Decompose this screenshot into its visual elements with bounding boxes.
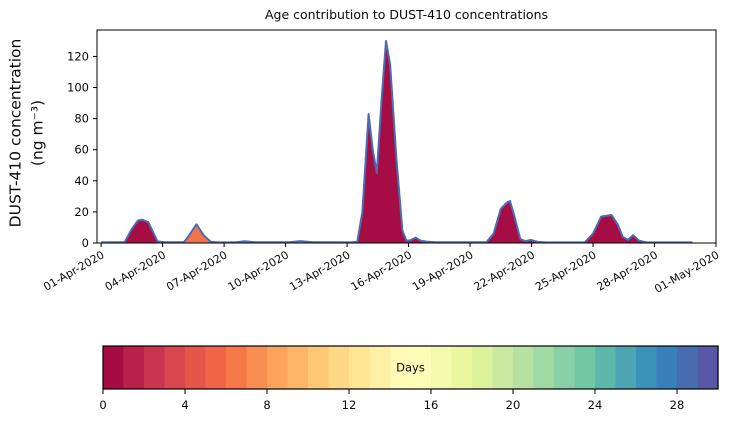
- y-tick-label: 0: [82, 236, 89, 250]
- colorbar-block: [451, 346, 473, 389]
- colorbar: Days 0 4 8 12 16 20 24 28: [99, 345, 719, 412]
- colorbar-block: [636, 346, 658, 389]
- colorbar-block: [533, 346, 555, 389]
- x-tick-label: 07-Apr-2020: [164, 248, 229, 293]
- colorbar-block: [677, 346, 699, 389]
- x-tick-label: 19-Apr-2020: [410, 248, 475, 293]
- colorbar-block: [103, 346, 125, 389]
- colorbar-border: [102, 345, 719, 390]
- colorbar-block: [410, 346, 432, 389]
- colorbar-tick-label: 20: [506, 398, 521, 412]
- chart-title: Age contribution to DUST-410 concentrati…: [264, 7, 549, 22]
- colorbar-block: [349, 346, 371, 389]
- x-axis: 01-Apr-202004-Apr-202007-Apr-202010-Apr-…: [41, 243, 722, 296]
- colorbar-block: [390, 346, 412, 389]
- colorbar-block: [492, 346, 514, 389]
- x-tick-label: 01-Apr-2020: [41, 248, 106, 293]
- colorbar-tick-label: 28: [670, 398, 685, 412]
- colorbar-block: [267, 346, 289, 389]
- colorbar-tick-label: 4: [181, 398, 188, 412]
- colorbar-block: [697, 346, 719, 389]
- x-tick-label: 13-Apr-2020: [287, 248, 352, 293]
- colorbar-block: [472, 346, 494, 389]
- colorbar-label: Days: [396, 361, 425, 375]
- colorbar-tick-label: 0: [99, 398, 106, 412]
- colorbar-block: [328, 346, 350, 389]
- colorbar-block: [123, 346, 145, 389]
- colorbar-block: [308, 346, 330, 389]
- x-tick-label: 22-Apr-2020: [472, 248, 537, 293]
- x-tick-label: 04-Apr-2020: [103, 248, 168, 293]
- y-tick-label: 100: [67, 81, 89, 95]
- colorbar-block: [246, 346, 268, 389]
- colorbar-block: [287, 346, 309, 389]
- colorbar-block: [164, 346, 186, 389]
- x-tick-label: 16-Apr-2020: [349, 248, 414, 293]
- colorbar-block: [656, 346, 678, 389]
- colorbar-block: [185, 346, 207, 389]
- x-tick-label: 01-May-2020: [652, 248, 721, 296]
- x-tick-label: 10-Apr-2020: [226, 248, 291, 293]
- colorbar-block: [615, 346, 637, 389]
- y-axis: 0 20 40 60 80 100 120: [67, 49, 97, 250]
- aged-dust-event-orange: [184, 224, 218, 243]
- plot-area: [101, 39, 693, 244]
- x-tick-label: 28-Apr-2020: [595, 248, 660, 293]
- y-tick-label: 120: [67, 49, 89, 63]
- colorbar-block: [554, 346, 576, 389]
- y-tick-label: 20: [74, 205, 89, 219]
- colorbar-block: [369, 346, 391, 389]
- colorbar-tick-label: 16: [424, 398, 439, 412]
- plot-border: [96, 29, 717, 244]
- y-tick-label: 60: [74, 143, 89, 157]
- y-tick-label: 80: [74, 112, 89, 126]
- colorbar-block: [431, 346, 453, 389]
- colorbar-block: [144, 346, 166, 389]
- colorbar-tick-label: 8: [263, 398, 270, 412]
- total-line: [101, 39, 693, 244]
- colorbar-tick-label: 24: [588, 398, 603, 412]
- colorbar-tick-label: 12: [342, 398, 357, 412]
- colorbar-block: [226, 346, 248, 389]
- colorbar-block: [205, 346, 227, 389]
- y-tick-label: 40: [74, 174, 89, 188]
- total-area-fill: [101, 40, 693, 244]
- colorbar-block: [574, 346, 596, 389]
- colorbar-block: [595, 346, 617, 389]
- x-tick-label: 25-Apr-2020: [533, 248, 598, 293]
- colorbar-block: [513, 346, 535, 389]
